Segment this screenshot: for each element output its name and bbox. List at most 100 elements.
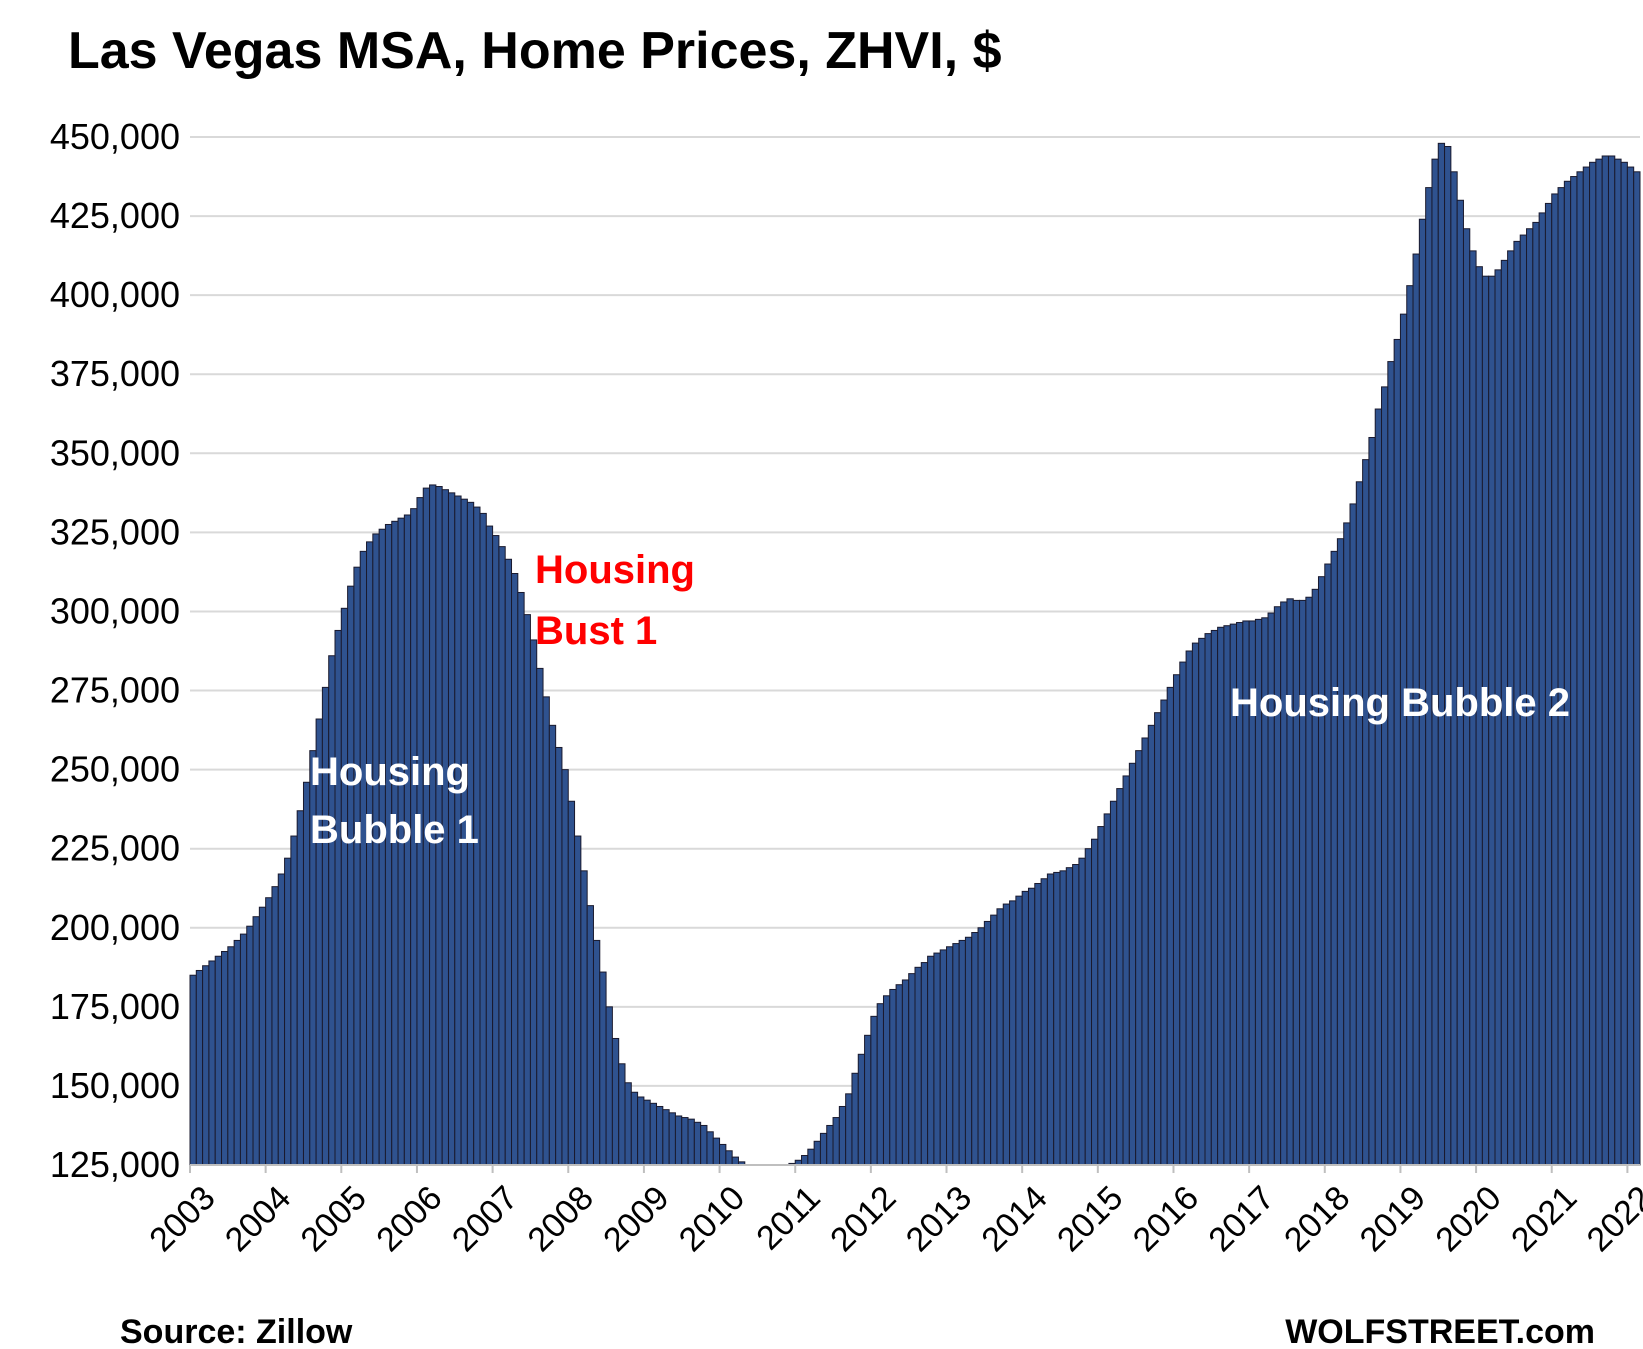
bar [807,1148,815,1166]
bar [1021,890,1029,1166]
bar [284,857,292,1166]
bar [1563,180,1572,1166]
bar [983,920,992,1166]
bar [1172,674,1181,1166]
bar [517,591,525,1166]
bar [492,535,500,1166]
bar [845,1093,853,1166]
bar [1336,538,1345,1166]
bar [1166,686,1174,1166]
y-tick-label: 175,000 [50,986,180,1027]
bar [1576,171,1584,1166]
bar [1147,724,1156,1166]
bar [221,950,229,1166]
bar [1444,145,1452,1166]
y-tick-label: 200,000 [50,907,180,948]
bar [927,955,935,1166]
bar [857,1053,866,1166]
bar [529,639,538,1166]
bar [1589,161,1597,1166]
bar [1204,633,1212,1166]
bar [687,1118,695,1166]
bar [1330,550,1338,1166]
y-tick-label: 325,000 [50,511,180,552]
bar [1217,626,1225,1166]
bar [977,927,985,1166]
x-tick-label: 2006 [369,1179,449,1259]
x-tick-label: 2010 [672,1179,752,1259]
y-tick-label: 225,000 [50,828,180,869]
bar [353,566,361,1166]
x-tick-label: 2022 [1580,1179,1643,1259]
x-tick-label: 2004 [218,1179,298,1259]
bar [1450,171,1458,1166]
x-tick-label: 2009 [596,1179,676,1259]
bar [1633,171,1641,1166]
x-tick-label: 2017 [1201,1179,1281,1259]
bar [971,932,979,1166]
bar [1040,878,1048,1166]
x-tick-label: 2007 [445,1179,525,1259]
bar [366,541,374,1166]
bar [1368,436,1376,1166]
x-axis-ticks: 2003200420052006200720082009201020112012… [142,1165,1643,1259]
bar [618,1063,626,1166]
bar [1128,762,1137,1166]
bar [952,943,960,1166]
bar [277,873,286,1166]
bar [1198,637,1206,1166]
bar [1015,895,1023,1166]
bar [246,925,254,1166]
bar [1570,176,1578,1166]
bar [542,696,550,1166]
bar [719,1143,727,1166]
bar [895,984,903,1166]
bar [819,1132,828,1166]
bar [334,629,342,1166]
x-tick-label: 2005 [294,1179,374,1259]
y-tick-label: 425,000 [50,195,180,236]
bar [876,1003,884,1166]
bar [1160,699,1168,1166]
bar [1009,900,1017,1166]
y-tick-label: 450,000 [50,116,180,157]
x-tick-label: 2003 [142,1179,222,1259]
bar [239,933,248,1166]
y-tick-label: 125,000 [50,1144,180,1185]
bar [1053,871,1061,1166]
bar [643,1099,651,1166]
bar [296,810,304,1166]
bar [1109,800,1118,1166]
bar [271,886,279,1166]
bar [649,1102,658,1166]
bar [1374,408,1383,1166]
bar [1034,882,1042,1166]
x-tick-label: 2012 [823,1179,903,1259]
bar [1027,887,1036,1166]
bar [681,1117,689,1166]
bar [630,1091,639,1166]
bar [498,546,506,1166]
bar [195,969,204,1166]
bar [265,897,273,1166]
bar [864,1034,872,1166]
bar [548,724,557,1166]
bar [1362,459,1370,1166]
bar [1626,166,1635,1166]
y-tick-label: 150,000 [50,1065,180,1106]
y-tick-label: 400,000 [50,274,180,315]
bar [1582,166,1591,1166]
y-tick-label: 375,000 [50,353,180,394]
bar [1072,864,1080,1166]
bar [485,525,494,1166]
bar [1437,142,1446,1166]
x-tick-label: 2015 [1050,1179,1130,1259]
bar [1324,563,1332,1166]
bar [1595,158,1603,1166]
x-tick-label: 2016 [1126,1179,1206,1259]
bar [523,614,531,1166]
bar [605,1006,613,1166]
bar [813,1140,821,1166]
bar [901,979,910,1166]
